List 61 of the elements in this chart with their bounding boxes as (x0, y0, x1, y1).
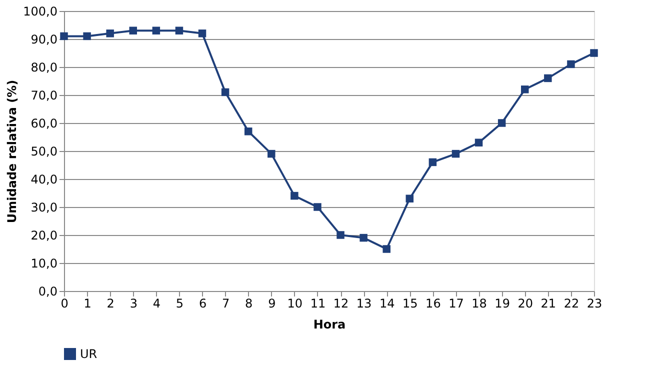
point (428, 158, 437, 166)
point (268, 150, 276, 158)
x-tick-label: 11 (310, 296, 326, 310)
x-tick-label: 10 (287, 296, 303, 310)
point (406, 194, 414, 202)
point (567, 60, 575, 68)
y-tick-label: 90,0 (30, 32, 58, 46)
x-tick-label: 9 (268, 296, 276, 310)
x-tick-label: 7 (222, 296, 230, 310)
point (474, 138, 483, 146)
point (520, 86, 529, 94)
y-tick-label: 70,0 (30, 88, 58, 102)
x-tick-label: 15 (402, 296, 418, 310)
point (336, 231, 344, 239)
point (221, 88, 230, 96)
x-tick-label: 23 (586, 296, 602, 310)
x-tick-label: 3 (130, 296, 138, 310)
y-tick-label: 30,0 (30, 200, 58, 214)
y-tick-label: 40,0 (30, 172, 58, 186)
point (198, 30, 206, 38)
x-tick-label: 22 (564, 296, 580, 310)
point (452, 150, 460, 158)
legend-label: UR (80, 347, 98, 361)
point (244, 128, 252, 136)
point (83, 32, 91, 40)
y-tick-label: 20,0 (30, 228, 58, 242)
y-tick-label: 100,0 (23, 4, 58, 18)
point (590, 49, 598, 57)
x-tick-label: 2 (106, 296, 114, 310)
point (498, 119, 506, 127)
x-tick-label: 8 (245, 296, 253, 310)
point (106, 30, 114, 38)
x-tick-label: 14 (379, 296, 395, 310)
point (129, 26, 138, 34)
point (314, 203, 322, 211)
point (360, 234, 368, 242)
y-tick-label: 10,0 (30, 256, 58, 270)
x-tick-label: 13 (356, 296, 372, 310)
x-tick-label: 5 (176, 296, 184, 310)
x-tick-label: 20 (518, 296, 534, 310)
x-tick-label: 12 (333, 296, 349, 310)
x-tick-label: 16 (426, 296, 441, 310)
point (290, 192, 298, 200)
x-tick-label: 0 (60, 296, 68, 310)
point (175, 26, 184, 34)
point (544, 74, 552, 82)
x-tick-label: 1 (84, 296, 92, 310)
x-tick-label: 18 (472, 296, 487, 310)
y-tick-label: 80,0 (30, 60, 58, 74)
y-tick-label: 60,0 (30, 116, 58, 130)
y-axis-title: Umidade relativa (%) (5, 80, 20, 224)
x-axis-title: Hora (313, 318, 346, 332)
x-tick-label: 17 (448, 296, 464, 310)
x-tick-label: 4 (152, 296, 160, 310)
point (382, 245, 390, 253)
point (152, 26, 160, 34)
y-tick-label: 50,0 (30, 144, 58, 158)
y-tick-label: 0,0 (38, 284, 58, 298)
x-tick-label: 21 (540, 296, 556, 310)
x-tick-label: 19 (494, 296, 510, 310)
x-tick-label: 6 (198, 296, 207, 310)
